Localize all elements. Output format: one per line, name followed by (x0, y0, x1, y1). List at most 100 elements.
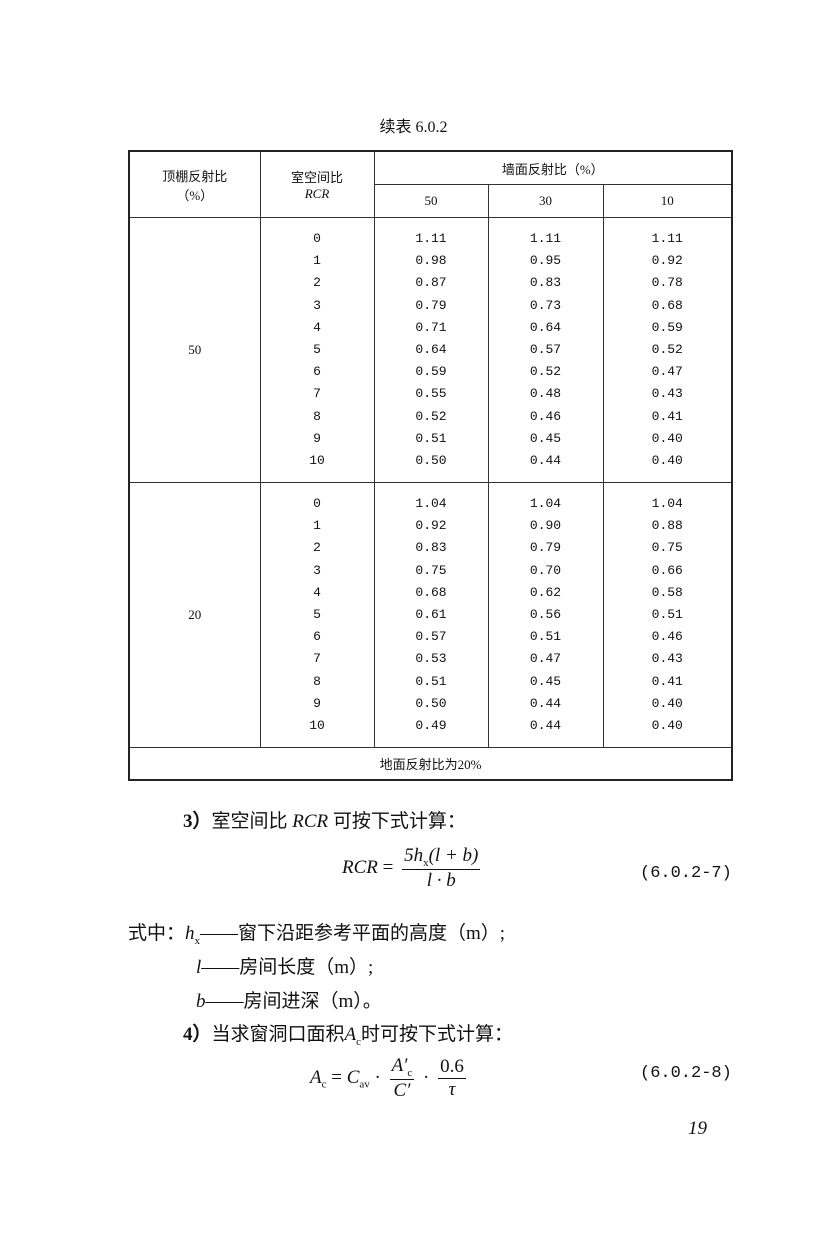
ceiling-value: 20 (128, 482, 261, 749)
table-cell: 10 (309, 452, 325, 468)
header-ceiling: 顶棚反射比 （%） (128, 150, 261, 218)
rcr-column: 0 1 2 3 4 5 6 7 8 9 10 (259, 216, 375, 484)
table-cell: 4 (313, 319, 321, 335)
table-cell: 0.61 (415, 607, 447, 622)
eq-dot: · (418, 1066, 435, 1088)
table-cell: 0.57 (529, 341, 562, 357)
eq-lhs: RCR (342, 856, 378, 878)
table-cell: 0.58 (651, 584, 683, 600)
table-cell: 0.68 (651, 297, 683, 313)
eq-num: A′ (391, 1055, 408, 1076)
table-cell: 0.51 (415, 430, 447, 446)
table-cell: 0.59 (415, 364, 447, 380)
table-cell: 9 (313, 430, 321, 446)
item-sub: c (356, 1035, 362, 1048)
eq-num-sub: x (423, 856, 429, 869)
table-cell: 6 (313, 629, 321, 645)
def-symbol: h (185, 923, 195, 944)
table-cell: 0.83 (529, 275, 562, 291)
table-cell: 0.75 (415, 562, 447, 578)
table-cell: 0.43 (651, 386, 683, 402)
equation-number: (6.0.2-7) (640, 864, 732, 883)
eq-den: τ (448, 1078, 456, 1100)
table-cell: 0.75 (651, 540, 683, 556)
header-ceiling-unit: （%） (176, 187, 214, 203)
table-cell: 2 (313, 275, 321, 291)
eq-num-sub: c (407, 1066, 413, 1079)
table-cell: 0.98 (415, 253, 447, 269)
table-cell: 0.51 (529, 629, 562, 645)
header-wall-50: 50 (373, 184, 489, 218)
table-cell: 6 (313, 364, 321, 380)
table-cell: 0.47 (651, 364, 683, 380)
item-number: 3） (183, 811, 212, 832)
rcr-column: 0 1 2 3 4 5 6 7 8 9 10 (259, 482, 375, 749)
equation-6-0-2-7: RCR = 5hx(l + b) l · b (342, 845, 484, 892)
where-label: 式中： (128, 923, 186, 944)
table-cell: 0.51 (415, 673, 447, 689)
table-cell: 5 (313, 607, 321, 622)
table-cell: 0.47 (529, 651, 562, 667)
table-cell: 0.45 (529, 673, 562, 689)
table-cell: 3 (313, 297, 321, 313)
table-cell: 0.87 (415, 275, 447, 291)
item-4: 4）当求窗洞口面积Ac时可按下式计算： (183, 1019, 513, 1048)
table-cell: 0.73 (529, 297, 562, 313)
eq-num: 5h (404, 845, 424, 866)
eq-c: C (346, 1066, 360, 1088)
where-line: 式中：hx——窗下沿距参考平面的高度（m）; (128, 918, 505, 947)
table-cell: 1.04 (529, 496, 562, 512)
table-cell: 8 (313, 673, 321, 689)
table-cell: 0.79 (415, 297, 447, 313)
table-cell: 2 (313, 540, 321, 556)
table-cell: 0.64 (415, 341, 447, 357)
table-cell: 8 (313, 408, 321, 424)
table-cell: 0.41 (651, 408, 683, 424)
equation-6-0-2-8: Ac = Cav · A′c C′ · 0.6 τ (310, 1055, 470, 1102)
table-cell: 0.40 (651, 695, 683, 711)
equation-number: (6.0.2-8) (640, 1064, 732, 1083)
table-group: 20 0 1 2 3 4 5 6 7 8 9 10 1.04 0.92 0.83 0.75 0.68 0.61 0.… (128, 482, 733, 749)
table-cell: 0.44 (529, 695, 562, 711)
table-cell: 0.49 (415, 717, 447, 733)
table-cell: 1 (313, 253, 321, 269)
table-cell: 0.59 (651, 319, 683, 335)
ceiling-value: 50 (128, 216, 261, 484)
table-footer: 地面反射比为20% (128, 747, 733, 781)
table-cell: 0.68 (415, 584, 447, 600)
table-cell: 1.11 (529, 231, 562, 246)
table-cell: 7 (313, 651, 321, 667)
eq-fraction-1: A′c C′ (389, 1055, 415, 1102)
def-line: l——房间长度（m）; (196, 952, 373, 979)
eq-lhs-sub: c (321, 1078, 327, 1091)
coefficient-table: 顶棚反射比 （%） 室空间比 RCR 墙面反射比（%） 50 30 10 50 0 1 2… (128, 150, 733, 782)
table-cell: 1.11 (415, 231, 447, 246)
def-line: b——房间进深（m）。 (196, 986, 382, 1013)
header-wall-30: 30 (487, 184, 604, 218)
table-cell: 0.41 (651, 673, 683, 689)
wall-column: 1.04 0.90 0.79 0.70 0.62 0.56 0.51 0.47 0.45 0.44… (487, 482, 604, 749)
item-number: 4） (183, 1024, 212, 1045)
def-text: ——房间长度（m）; (201, 957, 374, 978)
wall-column: 1.04 0.92 0.83 0.75 0.68 0.61 0.57 0.53 0.51 0.50… (373, 482, 489, 749)
table-cell: 0.45 (529, 430, 562, 446)
eq-fraction-2: 0.6 τ (438, 1056, 466, 1101)
table-cell: 0.92 (415, 518, 447, 534)
table-cell: 0.52 (651, 341, 683, 357)
table-cell: 0.44 (529, 452, 562, 468)
table-cell: 0.79 (529, 540, 562, 556)
table-cell: 0.83 (415, 540, 447, 556)
table-cell: 0.66 (651, 562, 683, 578)
table-cell: 0.43 (651, 651, 683, 667)
header-wall-10: 10 (602, 184, 733, 218)
eq-den: C′ (393, 1079, 411, 1101)
item-text: 可按下式计算： (328, 811, 466, 832)
table-cell: 1.11 (651, 231, 683, 246)
item-symbol: A (344, 1024, 357, 1045)
table-cell: 0.52 (415, 408, 447, 424)
eq-lhs: A (310, 1066, 322, 1088)
table-cell: 1 (313, 518, 321, 534)
table-cell: 0.56 (529, 607, 562, 622)
eq-c-sub: av (359, 1078, 370, 1091)
table-cell: 0.55 (415, 386, 447, 402)
